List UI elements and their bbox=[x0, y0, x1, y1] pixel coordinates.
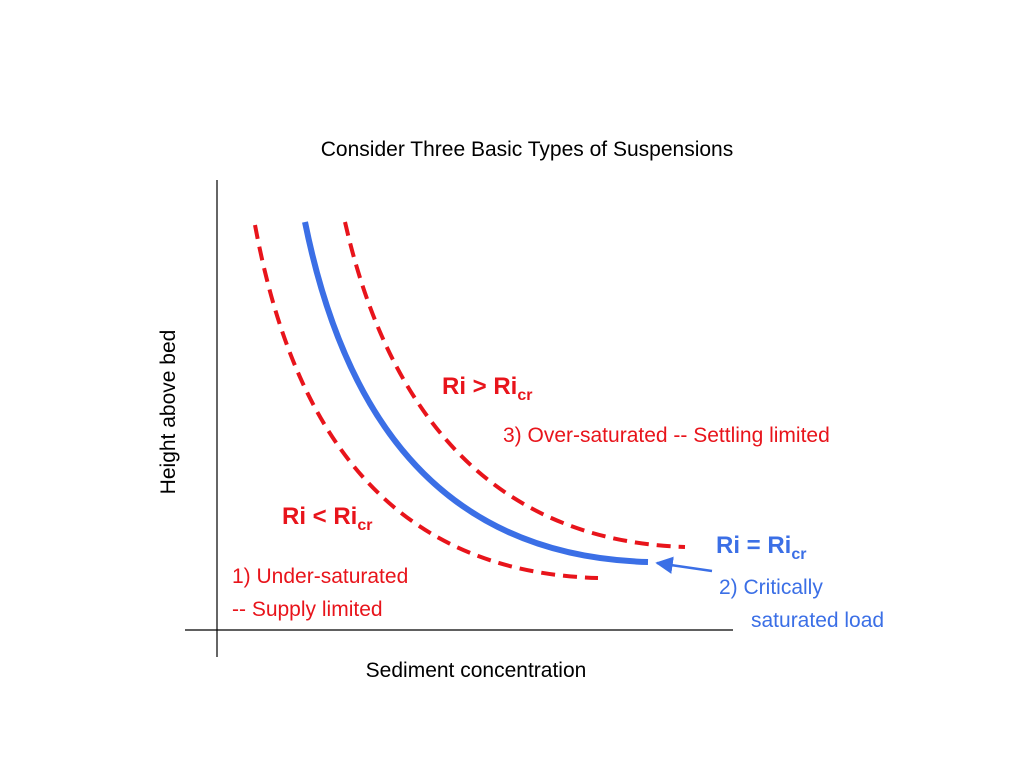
subscript: cr bbox=[357, 517, 372, 534]
subscript: cr bbox=[791, 546, 806, 563]
condition: Ri = Ri bbox=[716, 532, 791, 559]
description: 1) Under-saturated bbox=[232, 565, 408, 588]
condition-label: Ri > Ricr bbox=[442, 373, 532, 404]
title: Consider Three Basic Types of Suspension… bbox=[321, 138, 733, 161]
condition-label: Ri < Ricr bbox=[282, 503, 372, 534]
condition: Ri < Ri bbox=[282, 503, 357, 530]
under-saturated-curve bbox=[253, 224, 599, 580]
description: 2) Critically bbox=[719, 576, 823, 599]
description: -- Supply limited bbox=[232, 598, 383, 621]
x-axis-label: Sediment concentration bbox=[366, 659, 587, 682]
over-saturated-curve bbox=[343, 221, 686, 549]
subscript: cr bbox=[517, 387, 532, 404]
description: saturated load bbox=[751, 609, 884, 632]
condition-label: Ri = Ricr bbox=[716, 532, 806, 563]
condition: Ri > Ri bbox=[442, 373, 517, 400]
y-axis-label: Height above bed bbox=[157, 330, 180, 495]
arrow bbox=[655, 556, 713, 574]
description: 3) Over-saturated -- Settling limited bbox=[503, 424, 830, 447]
critical-curve bbox=[302, 221, 649, 565]
